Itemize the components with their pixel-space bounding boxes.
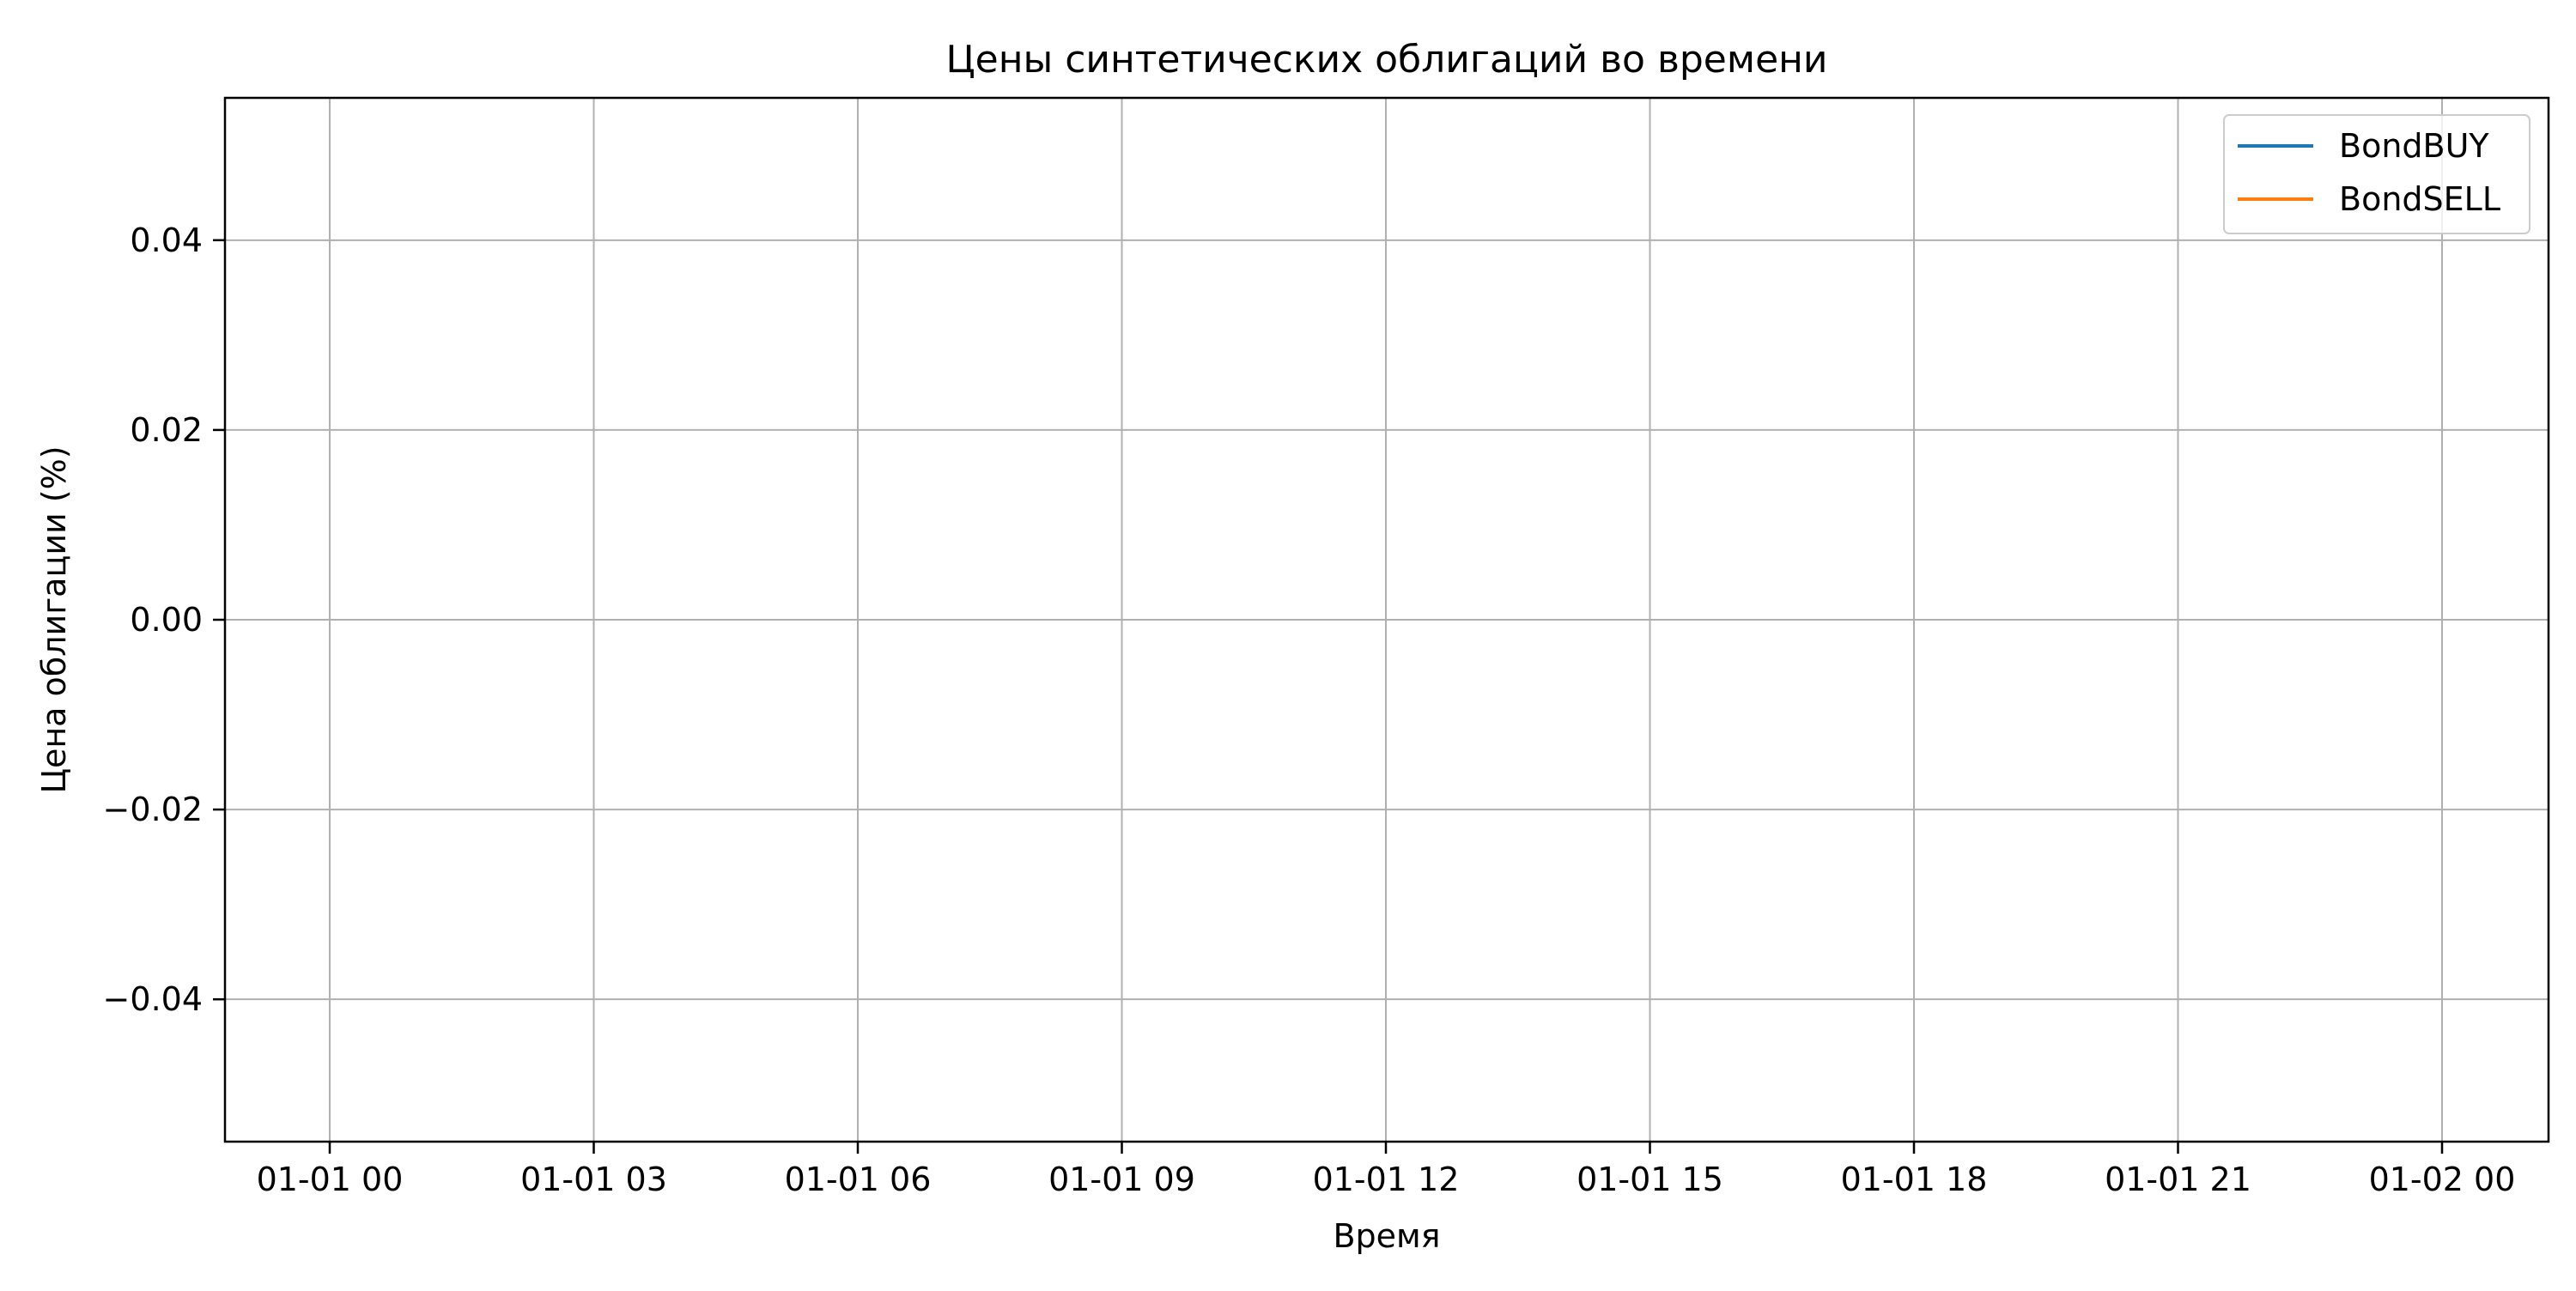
y-tick-label: 0.00 bbox=[130, 601, 203, 639]
x-tick-label: 01-01 15 bbox=[1577, 1161, 1723, 1198]
legend: BondBUY BondSELL bbox=[2223, 114, 2530, 234]
x-tick-label: 01-01 12 bbox=[1313, 1161, 1460, 1198]
x-tick-label: 01-01 06 bbox=[785, 1161, 932, 1198]
x-tick-label: 01-01 09 bbox=[1048, 1161, 1195, 1198]
y-axis: 0.04 0.02 0.00 −0.02 −0.04 bbox=[103, 221, 225, 1018]
x-tick-label: 01-01 03 bbox=[520, 1161, 667, 1198]
grid-lines bbox=[225, 98, 2549, 1142]
x-tick-label: 01-02 00 bbox=[2369, 1161, 2516, 1198]
x-tick-label: 01-01 21 bbox=[2105, 1161, 2251, 1198]
y-tick-label: −0.02 bbox=[103, 791, 203, 828]
y-tick-label: 0.02 bbox=[130, 411, 203, 449]
legend-label-bondbuy: BondBUY bbox=[2339, 127, 2489, 165]
x-tick-label: 01-01 18 bbox=[1841, 1161, 1988, 1198]
y-tick-label: −0.04 bbox=[103, 980, 203, 1018]
x-tick-label: 01-01 00 bbox=[257, 1161, 404, 1198]
x-axis-label: Время bbox=[1333, 1217, 1440, 1255]
y-tick-label: 0.04 bbox=[130, 221, 203, 259]
x-axis: 01-01 00 01-01 03 01-01 06 01-01 09 01-01 12… bbox=[257, 1142, 2516, 1198]
chart-title: Цены синтетических облигаций во времени bbox=[945, 38, 1827, 82]
legend-label-bondsell: BondSELL bbox=[2339, 180, 2500, 218]
y-axis-label: Цена облигации (%) bbox=[35, 445, 73, 793]
